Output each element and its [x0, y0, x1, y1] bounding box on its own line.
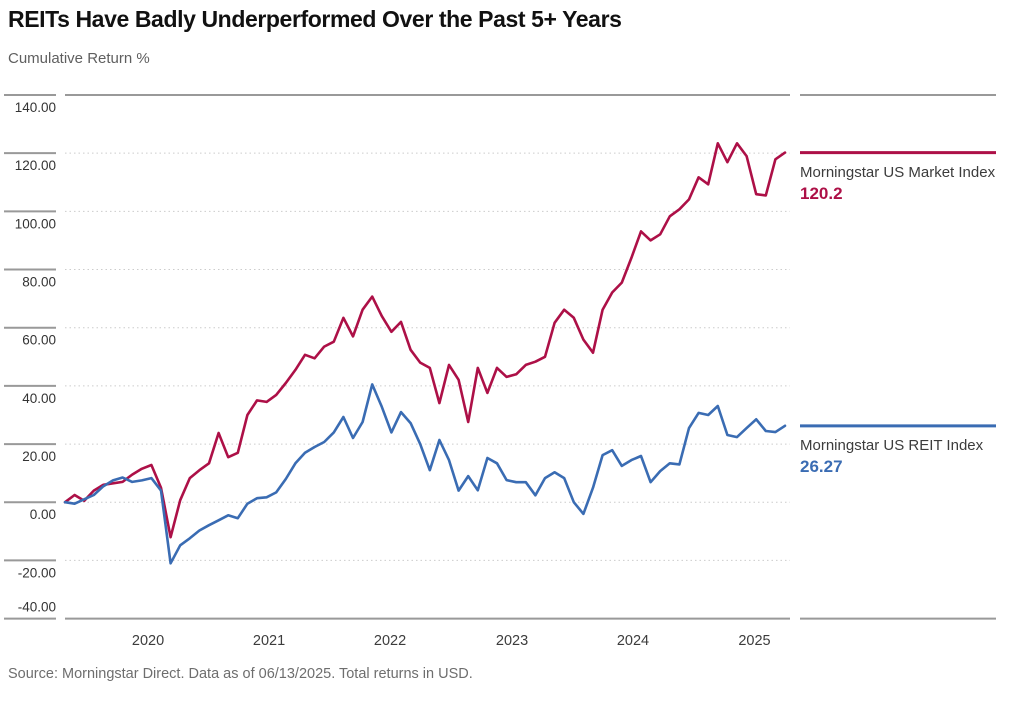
y-axis-label: 60.00 — [22, 333, 56, 348]
y-axis-label: 100.00 — [15, 216, 56, 231]
x-axis-label: 2023 — [496, 633, 528, 649]
x-axis-label: 2022 — [374, 633, 406, 649]
reit-index-label: Morningstar US REIT Index — [800, 436, 984, 454]
series-line-reit — [63, 383, 787, 565]
x-axis-label: 2024 — [617, 633, 649, 649]
y-axis-label: 140.00 — [15, 100, 56, 115]
y-axis-label: 0.00 — [30, 507, 56, 522]
market-index-final-value: 120.2 — [800, 183, 843, 203]
chart-subtitle: Cumulative Return % — [8, 50, 150, 67]
x-axis-label: 2025 — [738, 633, 770, 649]
y-axis-label: 40.00 — [22, 391, 56, 406]
y-axis-label: -20.00 — [18, 565, 56, 580]
y-axis-label: 20.00 — [22, 449, 56, 464]
reit-index-final-value: 26.27 — [800, 456, 843, 476]
y-axis-label: 80.00 — [22, 275, 56, 290]
x-axis-label: 2021 — [253, 633, 285, 649]
x-axis-label: 2020 — [132, 633, 164, 649]
y-axis-label: 120.00 — [15, 158, 56, 173]
cumulative-return-chart: 140.00 120.00 100.00 80.00 60.00 40.00 20.00 0.… — [4, 94, 996, 649]
market-index-label: Morningstar US Market Index — [800, 163, 996, 181]
series-line-market — [63, 142, 787, 539]
y-axis-label: -40.00 — [18, 600, 56, 615]
source-note: Source: Morningstar Direct. Data as of 0… — [8, 666, 473, 682]
legend-item-market-index: Morningstar US Market Index 120.2 — [800, 162, 996, 205]
chart-title: REITs Have Badly Underperformed Over the… — [8, 6, 622, 32]
legend-item-reit-index: Morningstar US REIT Index 26.27 — [800, 435, 996, 478]
